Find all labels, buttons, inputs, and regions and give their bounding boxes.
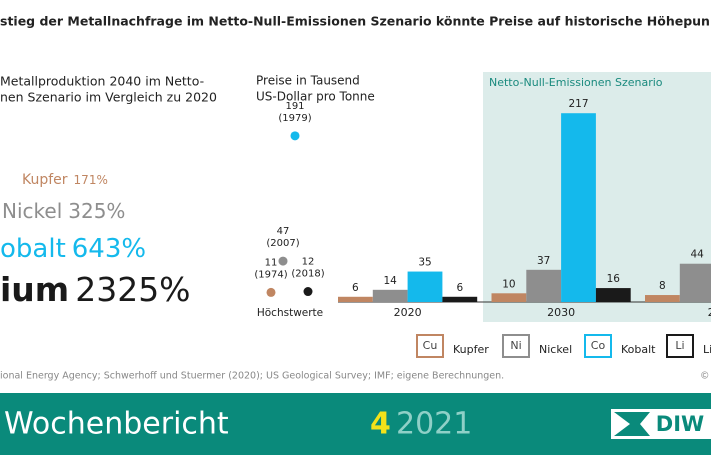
value-label: 8	[659, 280, 666, 292]
peak-year: (1979)	[278, 113, 311, 124]
metal-percent: 171%	[74, 173, 108, 187]
bar	[442, 296, 478, 302]
value-label: 16	[607, 273, 621, 285]
publication: Wochenbericht	[4, 407, 229, 442]
bar	[645, 295, 680, 302]
bar	[338, 296, 373, 302]
scenario-label: Netto-Null-Emissionen Szenario	[489, 76, 663, 89]
peak-dot	[266, 287, 276, 297]
value-label: 217	[568, 98, 588, 110]
metal-change: Nickel 325%	[2, 199, 125, 223]
title: stieg der Metallnachfrage im Netto-Null-…	[0, 14, 711, 29]
legend-label: Li	[703, 343, 711, 356]
bar	[561, 113, 596, 303]
metal-name: Nickel	[2, 199, 62, 223]
value-label: 6	[456, 282, 463, 294]
category-label: 2030	[547, 306, 575, 319]
legend-label: Kobalt	[621, 343, 656, 356]
peak-dot	[290, 131, 300, 141]
peak-value: 11	[265, 257, 278, 268]
peak-dot	[303, 287, 313, 297]
metal-change: ium 2325%	[0, 270, 191, 309]
metal-change: Kupfer 171%	[22, 172, 108, 188]
value-label: 14	[384, 275, 398, 287]
peak-year: (1974)	[254, 269, 287, 280]
metal-name: ium	[0, 270, 69, 309]
category-label: 20	[708, 306, 711, 319]
axis-label: Preise in Tausend	[256, 74, 360, 88]
legend-symbol: Co	[591, 339, 606, 352]
copyright: ©	[700, 371, 710, 382]
peaks-title: Höchstwerte	[257, 307, 323, 319]
category-label: 2020	[394, 306, 422, 319]
legend-box	[416, 334, 444, 358]
issue: 4	[370, 407, 391, 442]
legend-symbol: Cu	[423, 339, 438, 352]
peak-value: 191	[285, 101, 304, 112]
legend-box	[666, 334, 694, 358]
legend-box	[584, 334, 612, 358]
metal-change: obalt 643%	[0, 234, 146, 264]
metal-percent: 643%	[72, 234, 146, 264]
value-label: 10	[502, 278, 515, 290]
left-heading: nen Szenario im Vergleich zu 2020	[0, 90, 217, 105]
logo-shape	[614, 412, 650, 436]
legend-symbol: Ni	[510, 339, 521, 352]
value-label: 35	[418, 257, 431, 269]
bar	[679, 263, 711, 302]
legend-symbol: Li	[675, 339, 684, 352]
bar	[595, 288, 631, 302]
legend-label: Kupfer	[453, 343, 489, 356]
scenario-panel	[483, 72, 711, 322]
metal-percent: 325%	[68, 199, 125, 223]
metal-percent: 2325%	[75, 270, 190, 309]
source: ional Energy Agency; Schwerhoff und Stue…	[0, 371, 504, 382]
value-label: 44	[691, 249, 705, 261]
peak-value: 12	[302, 257, 315, 268]
metal-name: obalt	[0, 234, 66, 264]
peak-year: (2018)	[291, 269, 324, 280]
logo: DIW	[656, 412, 704, 436]
left-heading: Metallproduktion 2040 im Netto-	[0, 74, 204, 89]
value-label: 37	[537, 255, 550, 267]
legend-label: Nickel	[539, 343, 572, 356]
legend-box	[502, 334, 530, 358]
value-label: 6	[352, 282, 359, 294]
metal-name: Kupfer	[22, 172, 68, 188]
peak-year: (2007)	[266, 238, 299, 249]
axis-label: US-Dollar pro Tonne	[256, 90, 375, 104]
peak-value: 47	[277, 226, 290, 237]
bar	[526, 269, 562, 302]
bar	[407, 271, 443, 302]
year: 2021	[396, 407, 472, 442]
bar	[491, 293, 527, 302]
bar	[372, 289, 408, 302]
footer-band	[0, 393, 711, 455]
peak-dot	[278, 256, 288, 266]
